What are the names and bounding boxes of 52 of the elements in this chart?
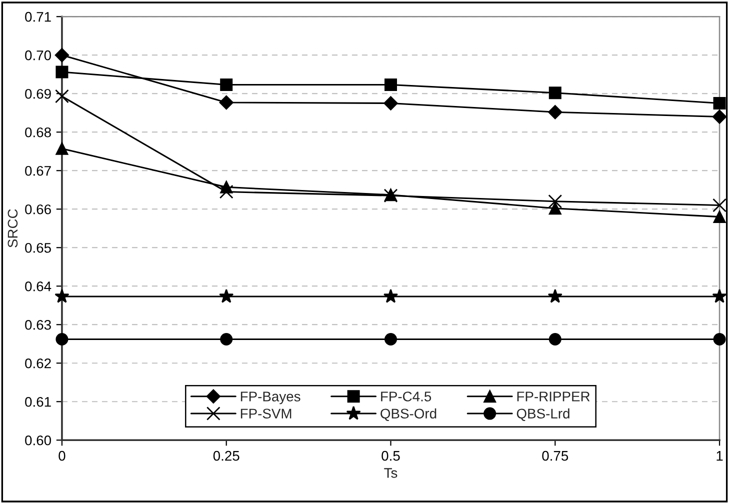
point (56, 142, 68, 155)
y-tick-label: 0.65 (25, 242, 51, 253)
y-tick-label: 0.61 (25, 396, 51, 407)
point (548, 288, 562, 303)
point (220, 78, 233, 91)
point (219, 288, 234, 303)
point (55, 89, 69, 104)
y-tick-label: 0.60 (25, 435, 52, 446)
y-tick-label: 0.66 (25, 204, 51, 214)
legend-label: QBS-Lrd (516, 408, 570, 422)
y-tick-label: 0.68 (25, 127, 51, 138)
point (54, 288, 70, 303)
x-tick-label: 0.5 (382, 450, 400, 461)
point (713, 96, 726, 110)
x-tick-label: 1 (716, 451, 723, 461)
x-axis-title: Ts (384, 468, 398, 478)
point (712, 198, 726, 212)
y-tick-label: 0.71 (25, 12, 51, 22)
x-tick-label: 0 (58, 450, 66, 461)
point (548, 86, 562, 100)
legend-label: FP-SVM (240, 408, 292, 419)
legend-label: QBS-Ord (380, 408, 436, 422)
y-tick-label: 0.64 (25, 281, 52, 292)
point (56, 333, 68, 346)
x-tick-label: 0.25 (213, 450, 240, 461)
point (56, 66, 68, 78)
y-axis-title: SRCC (8, 209, 18, 248)
point (548, 202, 562, 215)
point (712, 288, 727, 303)
legend-label: FP-Bayes (240, 392, 300, 404)
y-tick-label: 0.62 (25, 358, 51, 368)
point (548, 194, 562, 208)
point (383, 288, 398, 303)
point (220, 333, 233, 346)
point (713, 210, 726, 224)
point (219, 184, 234, 199)
y-tick-label: 0.63 (25, 320, 51, 330)
y-tick-label: 0.67 (25, 166, 51, 176)
point (219, 95, 234, 110)
point (713, 333, 726, 346)
point (548, 105, 562, 120)
point (384, 333, 397, 346)
legend-label: FP-C4.5 (381, 392, 432, 402)
y-tick-label: 0.69 (25, 88, 51, 99)
point (548, 333, 562, 346)
point (384, 78, 397, 91)
y-tick-label: 0.70 (25, 50, 52, 60)
point (54, 48, 70, 62)
x-tick-label: 0.75 (542, 450, 568, 461)
legend-label: FP-RIPPER (517, 392, 590, 402)
point (712, 110, 727, 124)
point (384, 96, 398, 110)
